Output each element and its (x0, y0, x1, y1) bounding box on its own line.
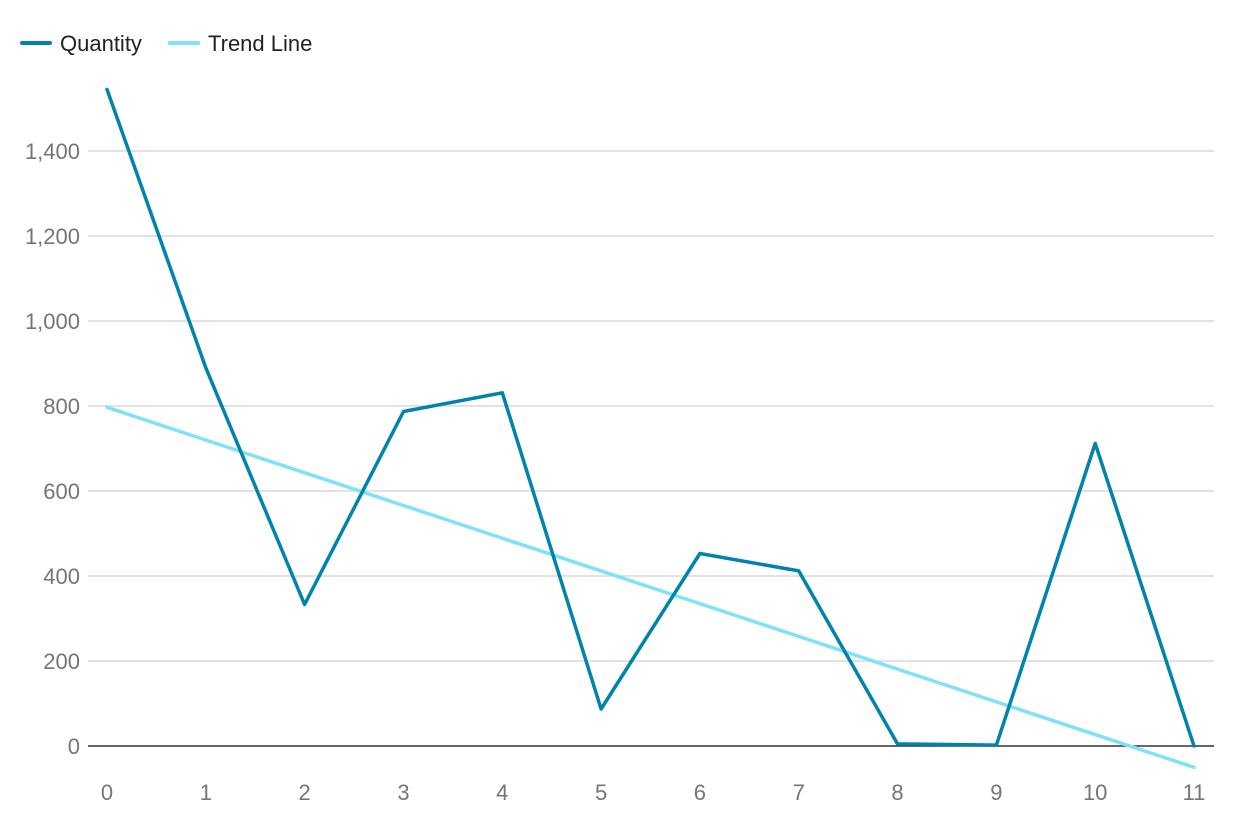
x-tick-label: 6 (694, 780, 706, 805)
x-tick-label: 1 (200, 780, 212, 805)
series-line-quantity (105, 87, 1196, 748)
legend: Quantity Trend Line (20, 31, 312, 56)
series-line-trend (105, 405, 1196, 770)
x-tick-label: 11 (1183, 780, 1206, 805)
series-lines (105, 87, 1196, 770)
y-tick-label: 200 (43, 649, 80, 674)
x-tick-label: 7 (793, 780, 805, 805)
x-tick-label: 9 (990, 780, 1002, 805)
y-tick-label: 1,200 (25, 224, 80, 249)
x-tick-label: 8 (891, 780, 903, 805)
x-tick-label: 3 (397, 780, 409, 805)
y-axis-ticks: 0 200 400 600 800 1,000 1,200 1,400 (25, 139, 80, 759)
x-tick-label: 5 (595, 780, 607, 805)
x-axis-ticks: 0 1 2 3 4 5 6 7 8 9 10 11 (101, 780, 1206, 805)
y-tick-label: 600 (43, 479, 80, 504)
x-tick-label: 2 (299, 780, 311, 805)
gridlines (88, 150, 1214, 747)
x-tick-label: 4 (496, 780, 508, 805)
y-tick-label: 400 (43, 564, 80, 589)
y-tick-label: 1,400 (25, 139, 80, 164)
legend-label-trend-line: Trend Line (208, 31, 312, 56)
y-tick-label: 800 (43, 394, 80, 419)
legend-label-quantity: Quantity (60, 31, 142, 56)
y-tick-label: 0 (68, 734, 80, 759)
y-tick-label: 1,000 (25, 309, 80, 334)
x-tick-label: 10 (1083, 780, 1107, 805)
x-tick-label: 0 (101, 780, 113, 805)
